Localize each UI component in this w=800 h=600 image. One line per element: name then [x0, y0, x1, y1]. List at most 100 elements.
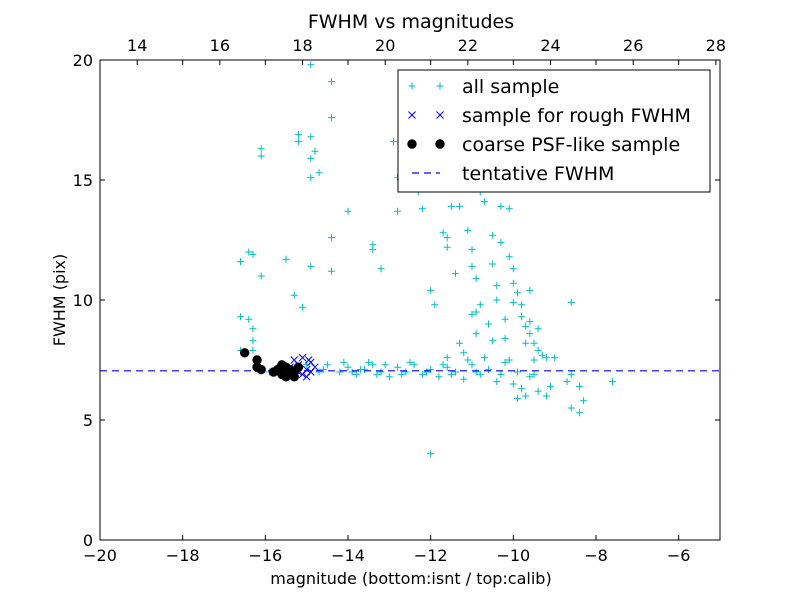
all-sample-point	[294, 138, 302, 146]
all-sample-point	[505, 205, 513, 213]
all-sample-point	[398, 370, 406, 378]
all-sample-point	[501, 315, 509, 323]
legend-label: tentative FWHM	[462, 163, 614, 185]
all-sample-point	[249, 337, 257, 345]
psf-sample-point	[293, 362, 304, 372]
x-tick-label: −20	[83, 546, 117, 565]
legend-marker	[408, 82, 416, 90]
all-sample-point	[497, 370, 505, 378]
all-sample-point	[344, 363, 352, 371]
top-x-axis: 14 16 18 20 22 24 26 28	[127, 36, 726, 65]
all-sample-point	[538, 351, 546, 359]
all-sample-point	[237, 258, 245, 266]
legend-marker	[436, 82, 444, 90]
all-sample-point	[476, 301, 484, 309]
all-sample-point	[439, 361, 447, 369]
all-sample-point	[427, 286, 435, 294]
all-sample-point	[518, 385, 526, 393]
all-sample-point	[489, 231, 497, 239]
all-sample-point	[352, 370, 360, 378]
x-tick-label: −6	[667, 546, 691, 565]
all-sample-point	[480, 354, 488, 362]
all-sample-point	[245, 248, 253, 256]
all-sample-point	[513, 289, 521, 297]
all-sample-point	[282, 255, 290, 263]
all-sample-point	[497, 238, 505, 246]
top-tick-label: 20	[375, 36, 395, 55]
all-sample-point	[530, 339, 538, 347]
all-sample-point	[327, 114, 335, 122]
legend-label: all sample	[462, 76, 559, 98]
all-sample-point	[460, 349, 468, 357]
all-sample-point	[509, 380, 517, 388]
all-sample-point	[299, 303, 307, 311]
all-sample-point	[443, 234, 451, 242]
all-sample-point	[389, 138, 397, 146]
all-sample-point	[489, 260, 497, 268]
legend-marker	[435, 139, 445, 149]
all-sample-point	[472, 330, 480, 338]
all-sample-point	[480, 198, 488, 206]
all-sample-point	[518, 313, 526, 321]
top-tick-label: 26	[623, 36, 643, 55]
all-sample-point	[505, 253, 513, 261]
top-tick-label: 14	[127, 36, 147, 55]
all-sample-point	[493, 378, 501, 386]
all-sample-point	[369, 246, 377, 254]
legend-marker	[408, 111, 416, 119]
all-sample-point	[567, 404, 575, 412]
all-sample-point	[315, 169, 323, 177]
legend-marker	[436, 111, 444, 119]
all-sample-point	[377, 368, 385, 376]
all-sample-point	[348, 368, 356, 376]
x-tick-label: −12	[414, 546, 448, 565]
all-sample-point	[501, 358, 509, 366]
x-tick-label: −10	[496, 546, 530, 565]
all-sample-point	[427, 450, 435, 458]
psf-sample-point	[277, 360, 287, 370]
all-sample-point	[394, 207, 402, 215]
top-tick-label: 28	[706, 36, 726, 55]
legend-label: coarse PSF-like sample	[462, 134, 680, 156]
x-tick-label: −18	[166, 546, 200, 565]
all-sample-point	[468, 361, 476, 369]
all-sample-point	[311, 147, 319, 155]
all-sample-point	[534, 346, 542, 354]
legend: all sample sample for rough FWHM coarse PS…	[397, 69, 711, 193]
all-sample-point	[547, 382, 555, 390]
all-sample-point	[575, 409, 583, 417]
all-sample-point	[460, 375, 468, 383]
all-sample-point	[249, 325, 257, 333]
psf-sample-point	[256, 364, 266, 375]
all-sample-point	[443, 363, 451, 371]
all-sample-point	[257, 145, 265, 153]
all-sample-point	[551, 354, 559, 362]
all-sample-point	[522, 392, 530, 400]
all-sample-point	[323, 361, 331, 369]
all-sample-point	[406, 358, 414, 366]
all-sample-point	[249, 250, 257, 258]
all-sample-point	[237, 313, 245, 321]
all-sample-point	[567, 370, 575, 378]
all-sample-point	[439, 229, 447, 237]
top-tick-label: 24	[540, 36, 560, 55]
all-sample-point	[526, 330, 534, 338]
all-sample-point	[522, 322, 530, 330]
legend-marker	[407, 139, 417, 149]
all-sample-point	[456, 202, 464, 210]
all-sample-point	[307, 262, 315, 270]
legend-psf-like: coarse PSF-like sample	[407, 134, 680, 156]
y-tick-label: 0	[83, 531, 93, 550]
plot-area	[100, 61, 720, 458]
all-sample-point	[542, 354, 550, 362]
all-sample-point	[443, 243, 451, 251]
legend-rough-fwhm: sample for rough FWHM	[408, 105, 691, 127]
legend-tentative-fwhm: tentative FWHM	[412, 163, 614, 185]
all-sample-point	[567, 298, 575, 306]
y-tick-label: 15	[73, 171, 93, 190]
all-sample-point	[563, 378, 571, 386]
all-sample-point	[373, 370, 381, 378]
all-sample-point	[485, 320, 493, 328]
all-sample-point	[327, 78, 335, 86]
